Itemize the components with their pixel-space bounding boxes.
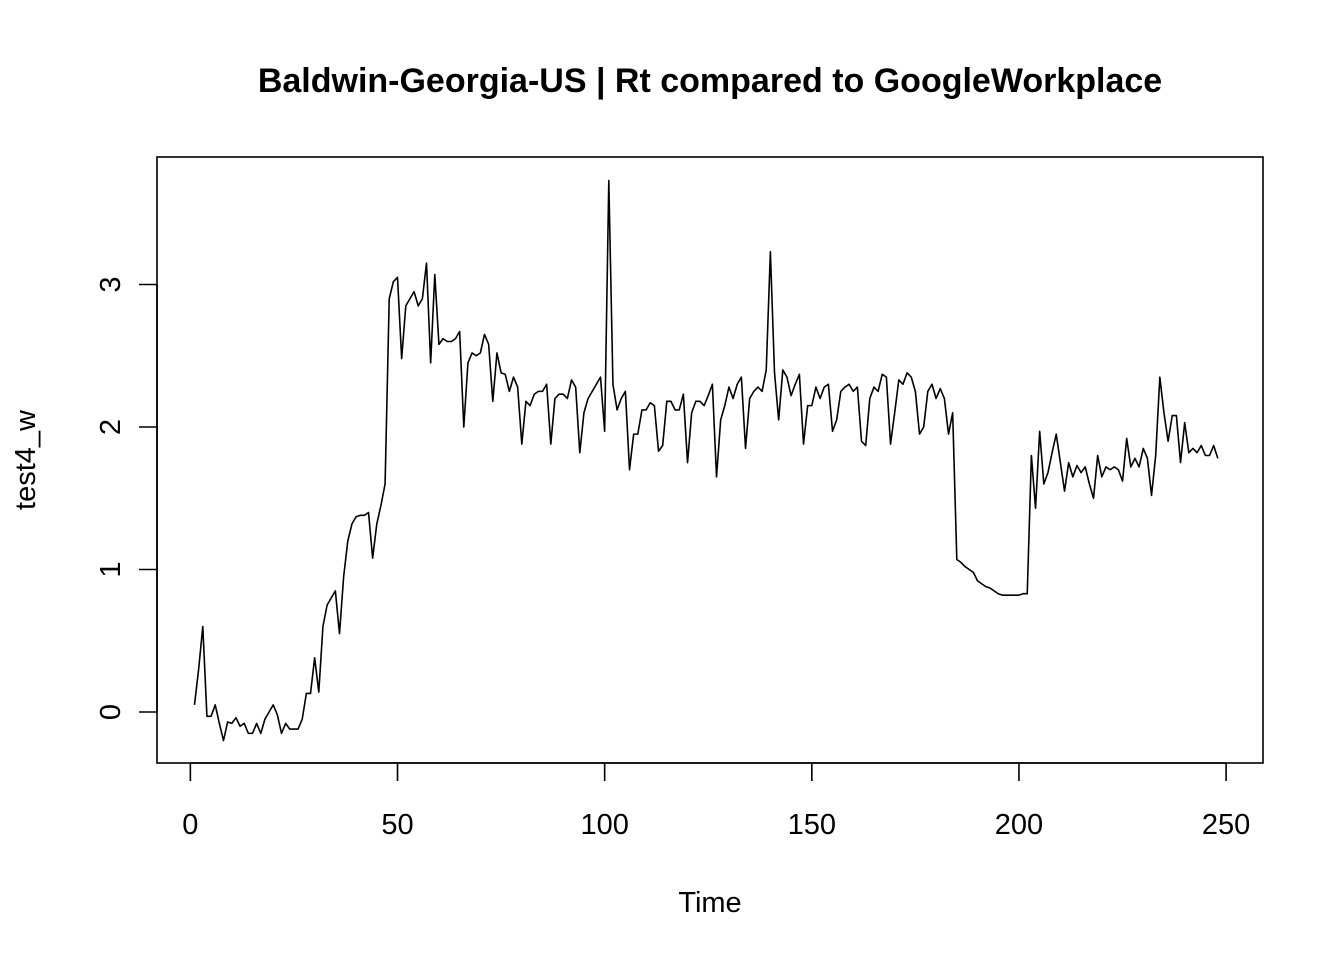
x-axis: 0 50 100 150 200 250 [182, 762, 1250, 841]
x-tick-label: 150 [788, 809, 836, 841]
plot-area [193, 179, 1219, 742]
x-tick-label: 200 [995, 809, 1043, 841]
y-axis: 0 1 2 3 [95, 276, 158, 720]
y-tick-label: 0 [95, 704, 127, 720]
y-tick-label: 3 [95, 276, 127, 292]
y-axis-label: test4_w [10, 409, 42, 510]
chart-title: Baldwin-Georgia-US | Rt compared to Goog… [258, 62, 1162, 100]
x-tick-label: 0 [182, 809, 198, 841]
x-tick-label: 100 [580, 809, 628, 841]
x-tick-label: 250 [1202, 809, 1250, 841]
x-axis-label: Time [678, 887, 741, 919]
series-line [193, 179, 1219, 742]
y-tick-label: 1 [95, 561, 127, 577]
x-tick-label: 50 [381, 809, 413, 841]
y-tick-label: 2 [95, 419, 127, 435]
